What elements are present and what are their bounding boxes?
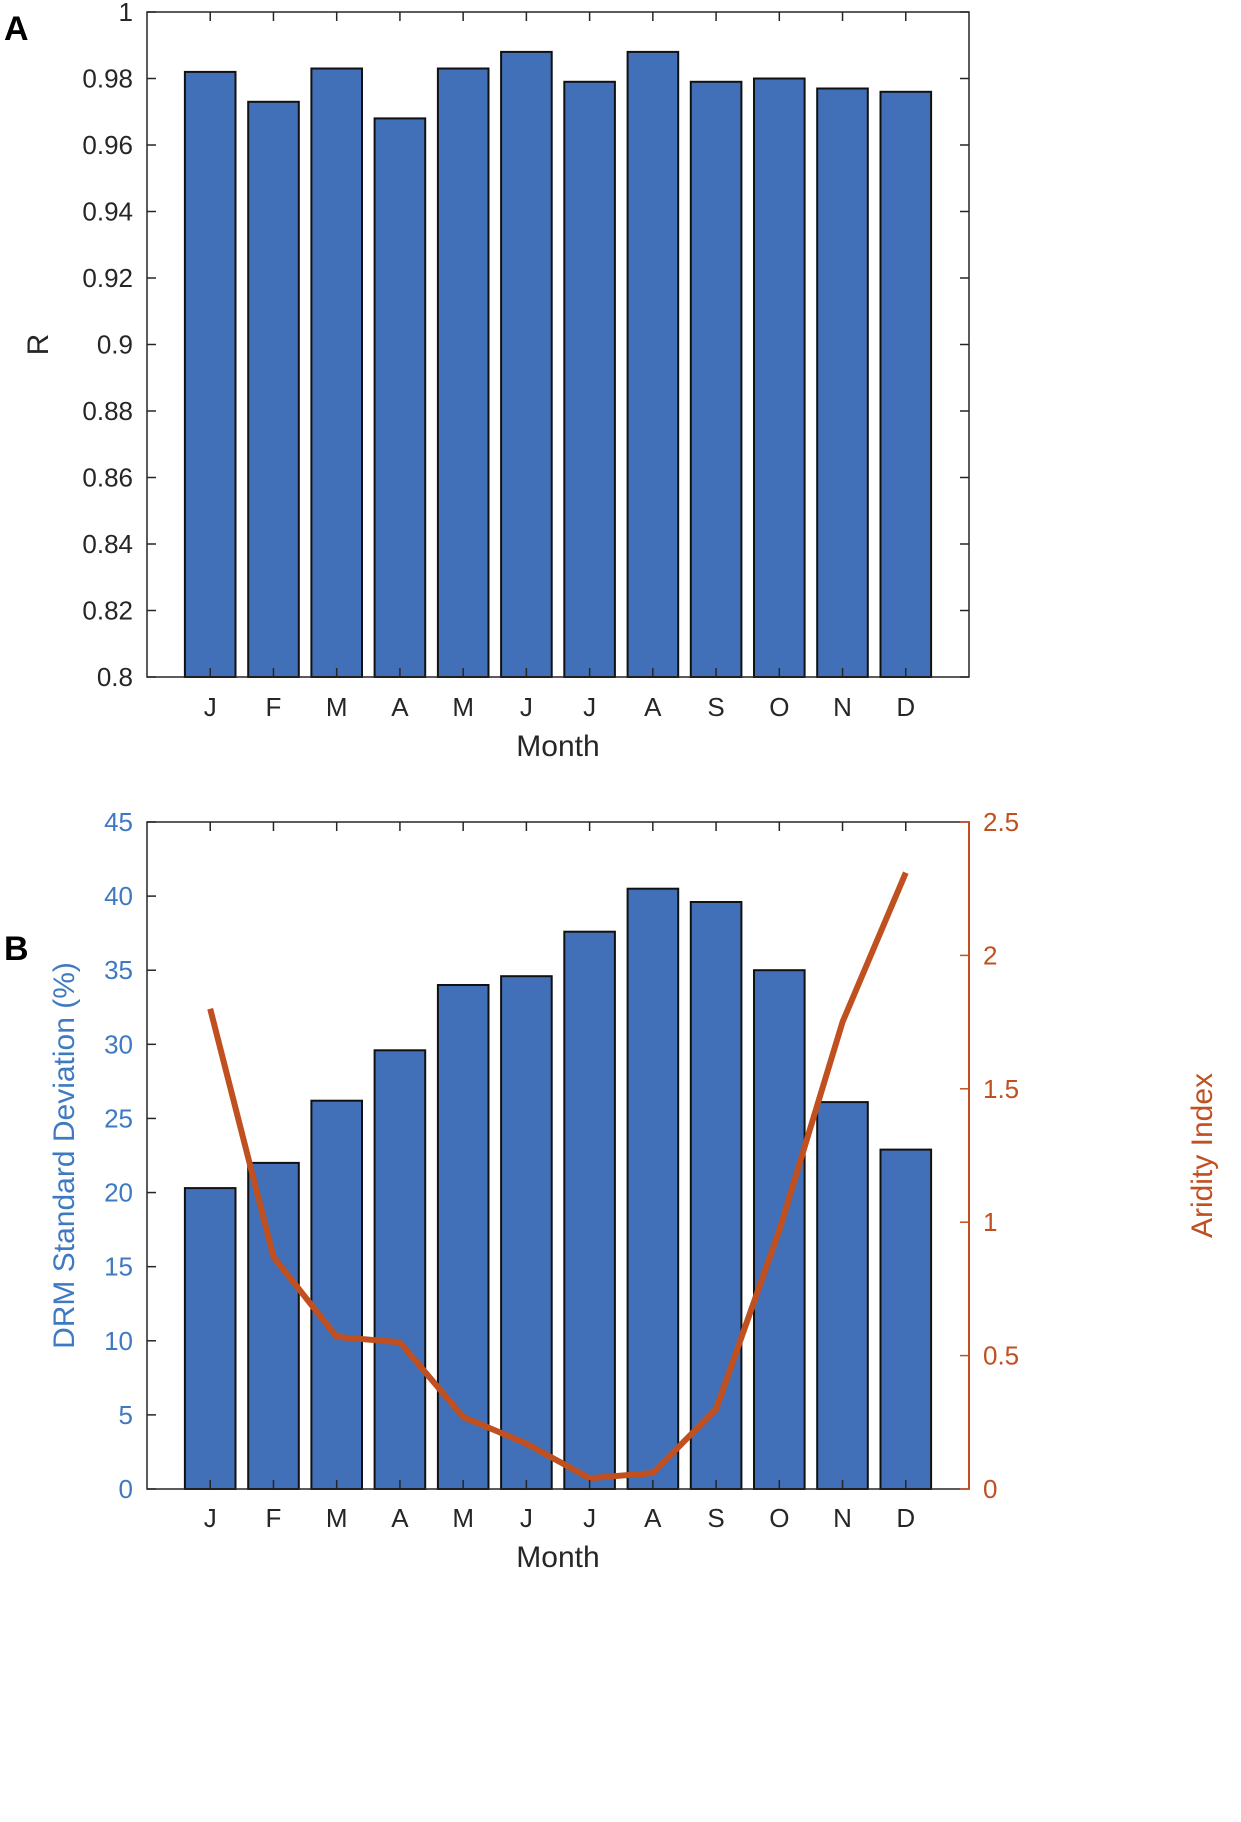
panel-a-bar-10: [753, 77, 806, 678]
y-tick-label: 0.96: [82, 130, 133, 160]
x-axis-title: Month: [516, 730, 599, 763]
panel-a-bar-9: [689, 80, 743, 679]
x-tick-label: D: [896, 1503, 915, 1533]
x-tick-label: J: [583, 1503, 596, 1533]
y-tick-label: 0.84: [82, 529, 133, 559]
y-axis-title: R: [22, 334, 55, 356]
x-tick-label: J: [520, 1503, 533, 1533]
panel-b-bar-6: [500, 975, 553, 1490]
panel-a-bar-2: [247, 100, 300, 679]
panel-a-bar-7: [563, 80, 616, 679]
x-tick-label: J: [204, 1503, 217, 1533]
y-tick-label: 0.86: [82, 463, 133, 493]
x-tick-label: N: [833, 1503, 852, 1533]
y-tick-label: 1: [119, 0, 133, 27]
y-tick-label: 45: [104, 807, 133, 837]
panel-a-chart: 0.8 0.82 0.84 0.86 0.88 0.9 0.92 0.94 0.96 0.98 1 J…: [22, 0, 970, 763]
x-tick-label: M: [326, 1503, 348, 1533]
panel-a-bar-12: [879, 90, 933, 679]
panel-a-bar-8: [626, 50, 680, 678]
y-tick-label: 0.88: [82, 396, 133, 426]
right-y-tick-label: 0.5: [983, 1341, 1019, 1371]
x-tick-label: A: [644, 692, 662, 722]
x-tick-label: M: [326, 692, 348, 722]
panel-b-bar-11: [816, 1101, 869, 1490]
right-y-tick-label: 1: [983, 1207, 997, 1237]
panel-b-bar-2: [247, 1161, 300, 1491]
panel-b-letter: B: [4, 930, 29, 968]
panel-a-bar-5: [436, 67, 490, 678]
y-tick-label: 10: [104, 1326, 133, 1356]
y-tick-label: 20: [104, 1178, 133, 1208]
x-tick-label: D: [896, 692, 915, 722]
x-tick-label: J: [204, 692, 217, 722]
y-tick-label: 0.9: [97, 330, 133, 360]
y-tick-label: 0.8: [97, 662, 133, 692]
x-tick-label: J: [583, 692, 596, 722]
x-tick-label: N: [833, 692, 852, 722]
y-tick-label: 35: [104, 955, 133, 985]
y-axis-title-right: Aridity Index: [1186, 1073, 1219, 1238]
x-tick-label: A: [391, 1503, 409, 1533]
x-tick-label: S: [707, 692, 724, 722]
x-tick-label: O: [769, 1503, 789, 1533]
x-tick-label: M: [452, 692, 474, 722]
right-y-tick-label: 0: [983, 1474, 997, 1504]
right-y-tick-label: 2.5: [983, 807, 1019, 837]
y-tick-label: 40: [104, 881, 133, 911]
y-tick-label: 5: [119, 1400, 133, 1430]
x-tick-label: F: [266, 692, 282, 722]
panel-b-bar-3: [310, 1099, 363, 1490]
y-tick-label: 25: [104, 1103, 133, 1133]
y-tick-label: 0.82: [82, 596, 133, 626]
y-tick-label: 30: [104, 1029, 133, 1059]
panel-b-chart: 0 5 10 15 20 25 30 35 40 45 0 0.5 1 1.5 2 2.5 J F M A M J J A S O…: [48, 807, 1219, 1574]
y-tick-label: 15: [104, 1252, 133, 1282]
panel-b-bar-1: [183, 1187, 237, 1490]
panel-b-bar-4: [373, 1049, 427, 1491]
x-tick-label: J: [520, 692, 533, 722]
x-tick-label: A: [391, 692, 409, 722]
x-tick-label: F: [266, 1503, 282, 1533]
right-y-tick-label: 1.5: [983, 1074, 1019, 1104]
x-tick-label: S: [707, 1503, 724, 1533]
y-tick-label: 0: [119, 1474, 133, 1504]
panel-a-bar-6: [500, 50, 553, 678]
panel-a-bar-11: [816, 87, 869, 678]
panel-b-bar-9: [689, 901, 743, 1490]
y-tick-label: 0.98: [82, 64, 133, 94]
panel-a-bar-1: [183, 70, 237, 678]
panel-a-letter: A: [4, 10, 29, 48]
aridity-index-line: [207, 871, 909, 1482]
panel-b-bar-5: [436, 984, 490, 1490]
panel-b-bar-12: [879, 1148, 933, 1490]
y-axis-title-left: DRM Standard Deviation (%): [48, 962, 81, 1349]
x-tick-label: O: [769, 692, 789, 722]
panel-a-bar-4: [373, 117, 427, 678]
x-tick-label: M: [452, 1503, 474, 1533]
x-axis-title: Month: [516, 1541, 599, 1574]
panel-b-bar-8: [626, 887, 680, 1490]
x-tick-label: A: [644, 1503, 662, 1533]
panel-a-bar-3: [310, 67, 363, 678]
y-tick-label: 0.92: [82, 263, 133, 293]
right-y-tick-label: 2: [983, 940, 997, 970]
y-tick-label: 0.94: [82, 197, 133, 227]
panel-b-bar-7: [563, 930, 616, 1490]
